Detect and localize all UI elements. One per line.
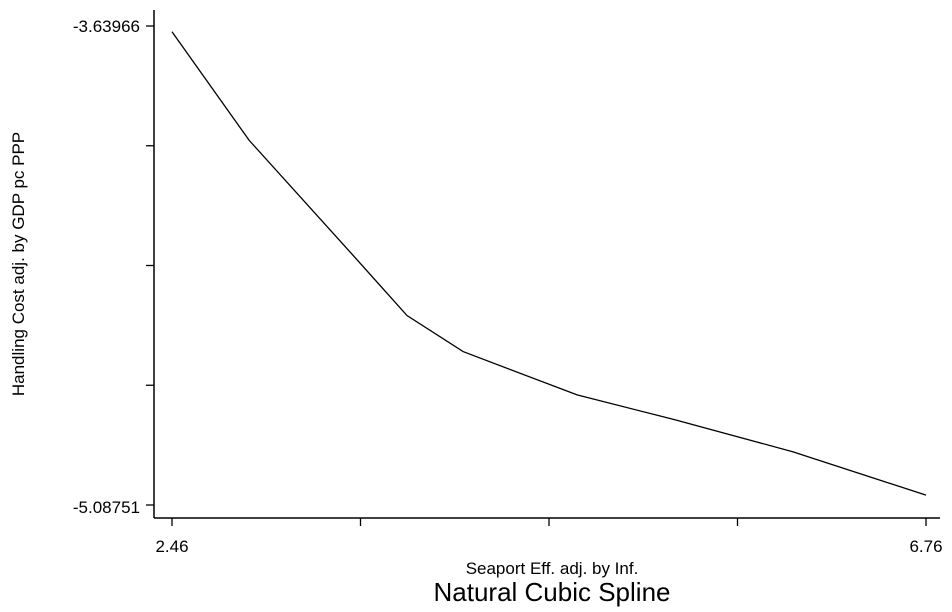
chart-title: Natural Cubic Spline <box>433 577 670 607</box>
x-axis-title: Seaport Eff. adj. by Inf. <box>466 559 639 578</box>
x-tick-label-left: 2.46 <box>155 537 188 556</box>
y-axis-ticks <box>146 25 154 506</box>
spline-series-line <box>171 31 927 496</box>
x-axis-ticks <box>171 518 927 526</box>
x-tick-label-right: 6.76 <box>909 537 942 556</box>
y-axis-title: Handling Cost adj. by GDP pc PPP <box>9 132 28 396</box>
y-tick-label-top: -3.63966 <box>73 17 140 36</box>
y-tick-label-bottom: -5.08751 <box>73 498 140 517</box>
